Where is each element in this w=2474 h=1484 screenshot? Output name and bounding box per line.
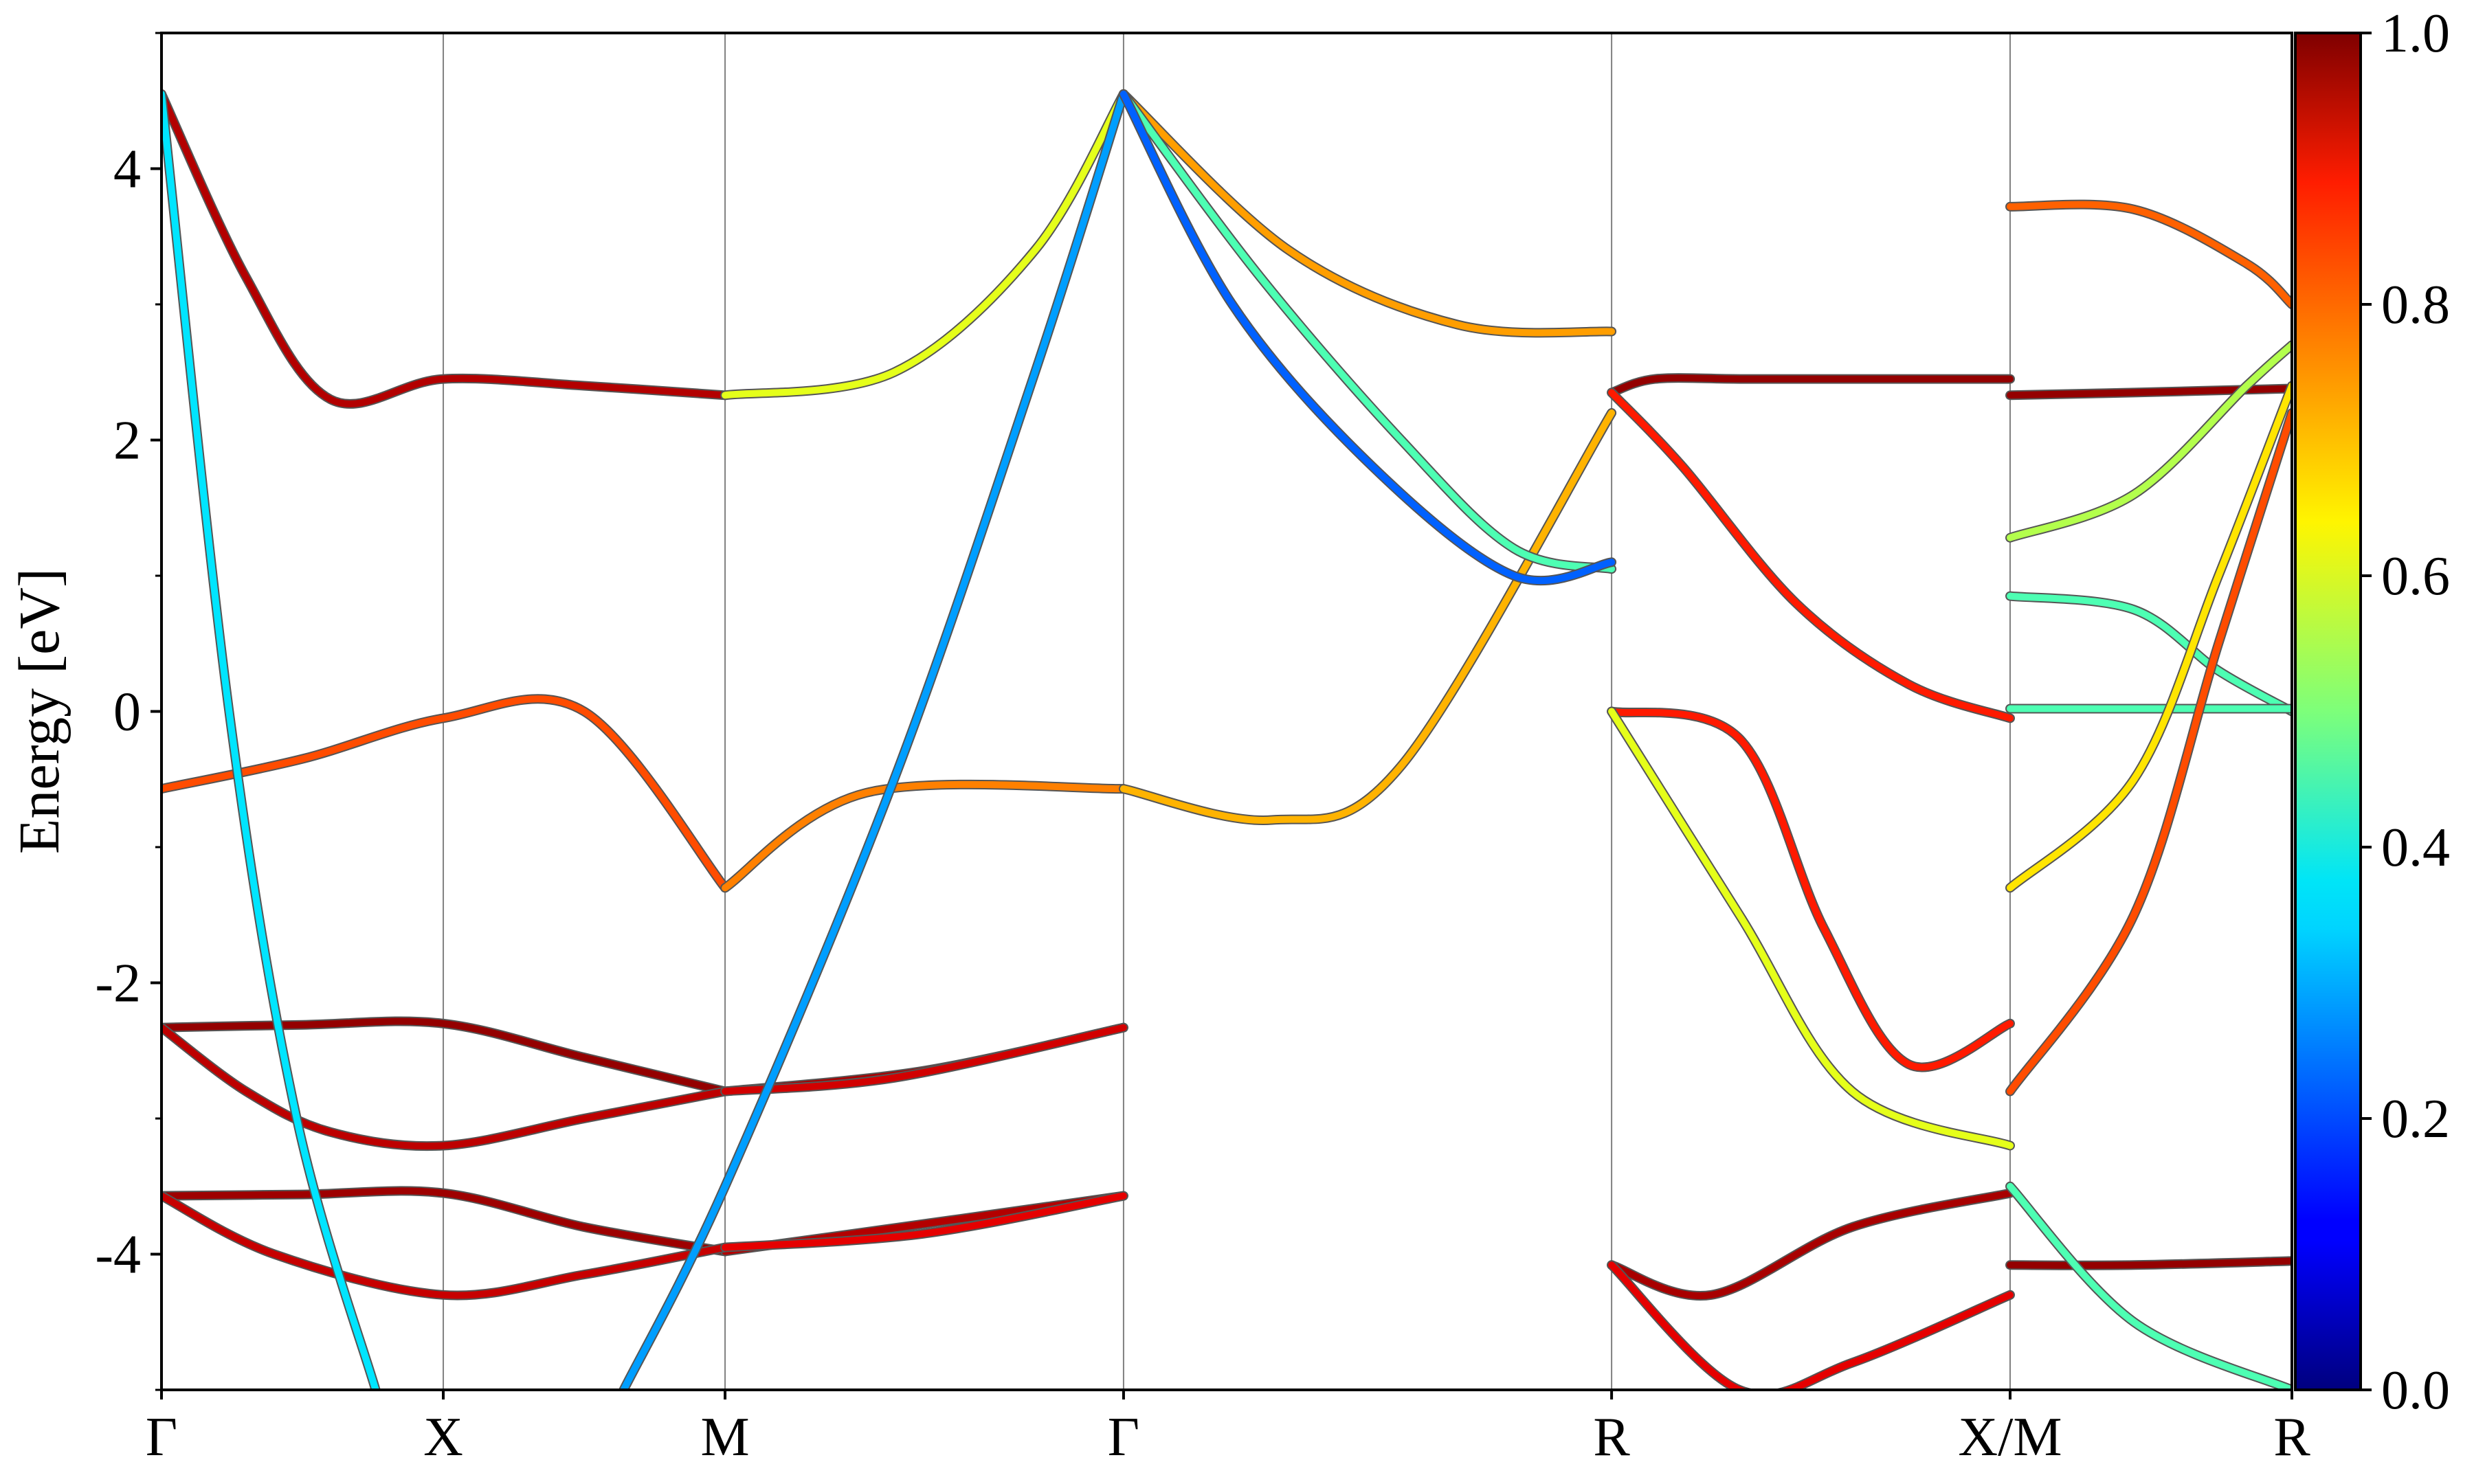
colorbar-tick-label: 0.8 (2381, 275, 2450, 335)
band-line (2007, 201, 2292, 308)
band-line (722, 780, 1127, 892)
band-line (2007, 385, 2292, 399)
band-lines (161, 89, 2292, 1390)
band-line (1608, 374, 2014, 396)
colorbar-tick-label: 0.6 (2381, 546, 2450, 607)
y-tick-label: 0 (113, 682, 141, 743)
band-line (2007, 409, 2292, 1095)
band-line (2007, 592, 2292, 715)
y-ticks: -4 -2 0 2 4 (95, 32, 161, 1391)
x-ticks: Γ X M Γ R X/M R (146, 1390, 2310, 1468)
band-line (161, 1018, 729, 1095)
band-line (161, 90, 729, 407)
band-line-outline (2005, 199, 2292, 309)
y-tick-label: -2 (95, 954, 141, 1014)
x-tick-label: R (2273, 1407, 2310, 1468)
y-tick-label: 2 (113, 411, 141, 471)
x-tick-label: X (423, 1407, 463, 1468)
band-line (2007, 382, 2292, 892)
band-line-outline (1607, 706, 2015, 1072)
band-line (2007, 1257, 2292, 1269)
band-line (161, 90, 379, 1390)
x-tick-label: R (1593, 1407, 1630, 1468)
band-line (722, 90, 1127, 399)
band-line (1119, 90, 1616, 337)
band-line (161, 1192, 729, 1299)
band-line-outline (1118, 408, 1617, 825)
band-line (161, 1187, 729, 1255)
band-line-outline (720, 89, 1128, 401)
band-line (722, 1192, 1127, 1251)
x-tick-label: M (700, 1407, 749, 1468)
band-line (620, 90, 1127, 1390)
band-line (1608, 389, 2014, 722)
band-line (1608, 708, 2014, 1071)
band-line (1608, 708, 2014, 1149)
x-tick-label: Γ (146, 1407, 177, 1468)
band-line-outline (618, 89, 1128, 1390)
band-line (161, 1024, 729, 1150)
colorbar-tick-label: 0.4 (2381, 818, 2450, 878)
band-line (1608, 1189, 2014, 1299)
band-line-outline (2005, 1181, 2292, 1390)
x-tick-label: X/M (1958, 1407, 2062, 1468)
y-axis-label: Energy [eV] (8, 568, 71, 854)
band-line-outline (1607, 706, 2015, 1151)
band-line (1119, 90, 1616, 573)
band-line-outline (2005, 381, 2292, 893)
band-line-outline (2005, 591, 2292, 717)
x-tick-label: Γ (1108, 1407, 1139, 1468)
colorbar-tick-label: 0.0 (2381, 1360, 2450, 1421)
y-tick-label: -4 (95, 1225, 141, 1285)
band-line (1608, 1261, 2014, 1390)
band-line (1119, 409, 1616, 824)
y-tick-label: 4 (113, 139, 141, 200)
colorbar-ticks: 0.0 0.2 0.4 0.6 0.8 1.0 (2361, 3, 2450, 1421)
colorbar-tick-label: 1.0 (2381, 3, 2450, 64)
band-line-outline (1607, 387, 2015, 723)
band-line (161, 695, 729, 892)
band-line (2007, 341, 2292, 541)
band-line (2007, 1182, 2292, 1390)
colorbar (2294, 32, 2362, 1391)
band-line (1119, 90, 1616, 585)
colorbar-tick-label: 0.2 (2381, 1089, 2450, 1149)
